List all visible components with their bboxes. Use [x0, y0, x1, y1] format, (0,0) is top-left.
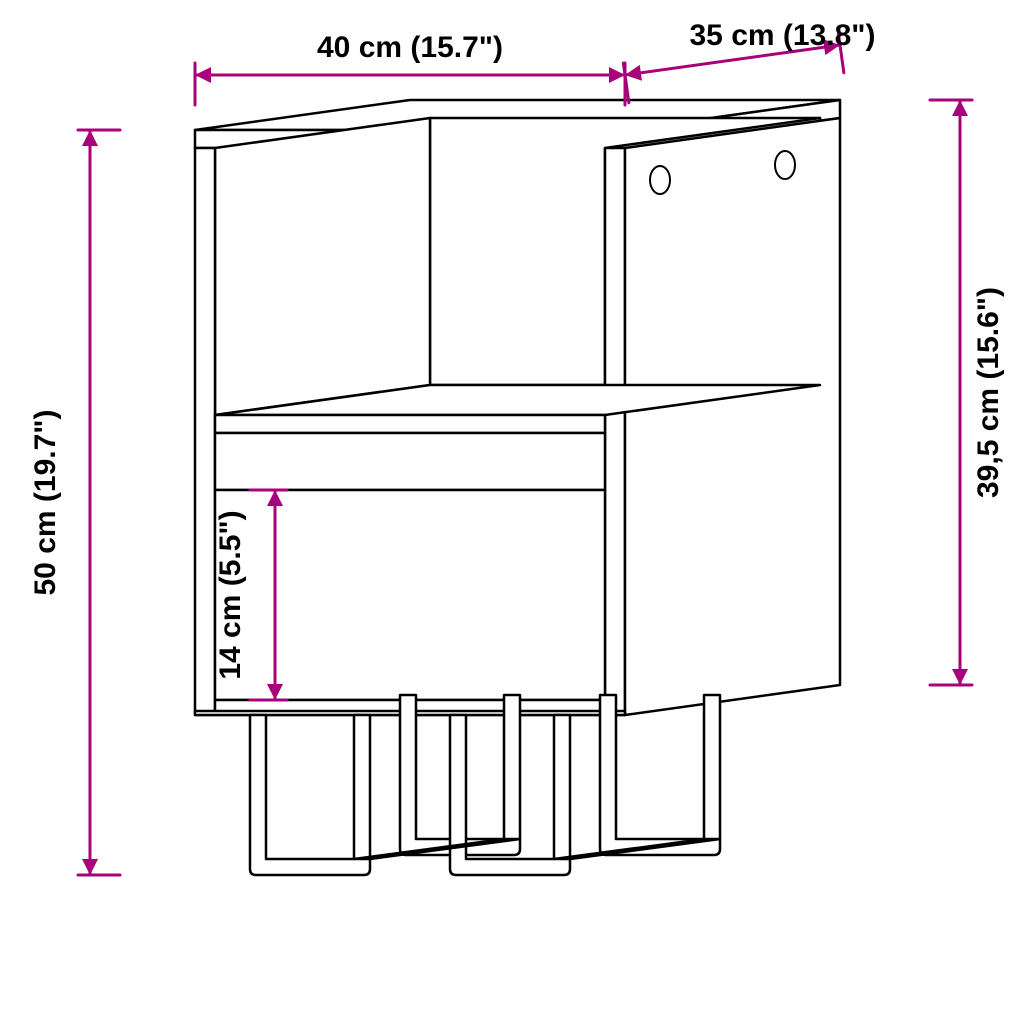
label-height-total: 50 cm (19.7") — [29, 410, 62, 596]
label-height-body: 39,5 cm (15.6") — [972, 287, 1005, 498]
label-width: 40 cm (15.7") — [317, 31, 503, 64]
label-drawer: 14 cm (5.5") — [214, 510, 247, 679]
mounting-hole — [650, 166, 670, 194]
mounting-hole — [775, 151, 795, 179]
dimension-height-body — [930, 100, 972, 685]
dimension-width — [195, 63, 625, 105]
label-depth: 35 cm (13.8") — [690, 19, 876, 52]
cabinet-drawing — [195, 100, 840, 875]
dimension-height-total — [78, 130, 120, 875]
